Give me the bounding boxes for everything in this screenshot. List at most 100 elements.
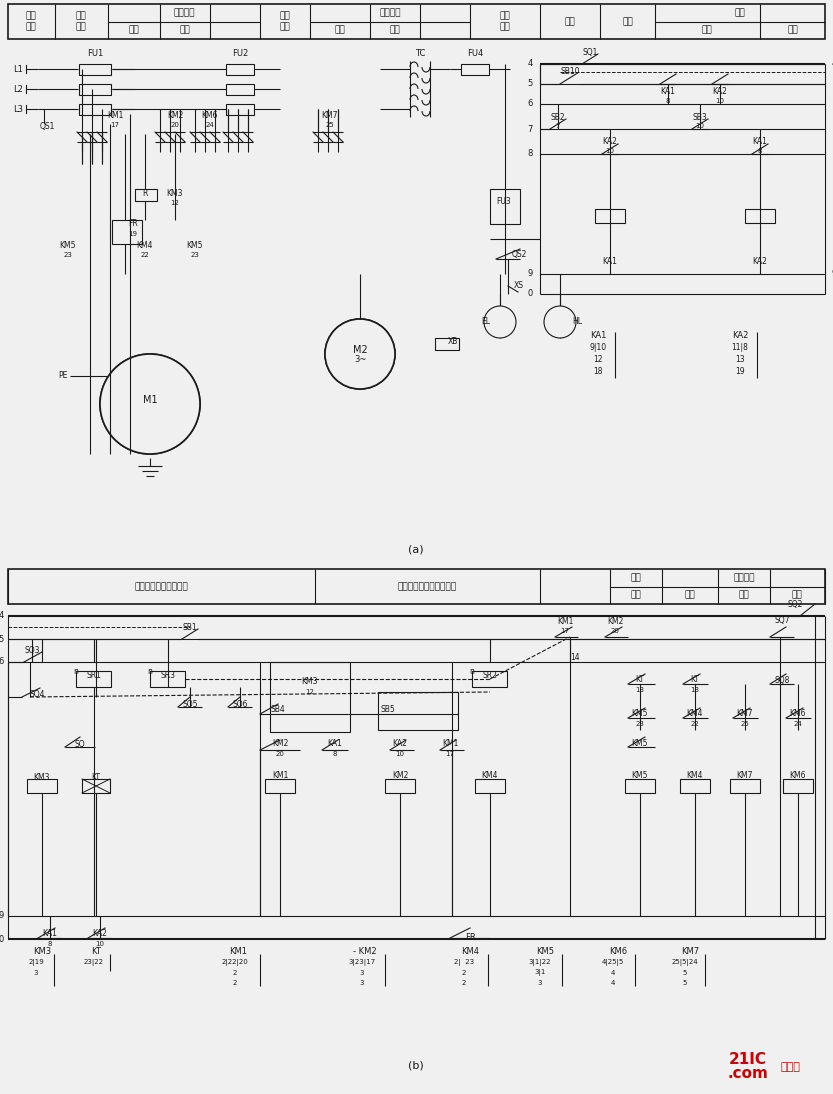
Circle shape: [484, 306, 516, 338]
Text: KM6: KM6: [609, 946, 627, 955]
Text: 10: 10: [696, 123, 705, 129]
Text: 6: 6: [0, 657, 4, 666]
Text: 照明: 照明: [565, 18, 576, 26]
Text: 8: 8: [527, 150, 533, 159]
Text: SQ7: SQ7: [774, 617, 790, 626]
Text: FR: FR: [128, 220, 137, 229]
Text: KA2: KA2: [732, 331, 748, 340]
Text: 高速: 高速: [180, 26, 191, 35]
Text: 22: 22: [141, 252, 149, 258]
Text: 3: 3: [538, 980, 542, 986]
Text: 13: 13: [736, 356, 745, 364]
Text: 10: 10: [396, 750, 405, 757]
Text: KM5: KM5: [60, 242, 77, 251]
Text: 12: 12: [306, 689, 314, 695]
Text: 25: 25: [741, 721, 750, 728]
Text: 5: 5: [832, 80, 833, 89]
Text: KA2: KA2: [752, 257, 767, 267]
Text: 5: 5: [683, 980, 687, 986]
Text: 7: 7: [527, 125, 533, 133]
Text: 2: 2: [232, 980, 237, 986]
Text: 短路
保护: 短路 保护: [280, 12, 291, 32]
Text: KA1: KA1: [42, 930, 57, 939]
Text: XS: XS: [514, 281, 524, 291]
Bar: [378, 693, 458, 730]
Text: FR: FR: [465, 933, 476, 943]
Text: 9: 9: [528, 269, 533, 279]
Text: KM1: KM1: [229, 946, 247, 955]
Text: KM4: KM4: [686, 771, 703, 780]
Text: 17: 17: [561, 628, 570, 635]
Text: 反转: 反转: [788, 26, 798, 35]
Text: L2: L2: [13, 84, 23, 93]
Text: KM3: KM3: [167, 189, 183, 198]
Text: 6: 6: [527, 100, 533, 108]
Bar: [226, 104, 254, 115]
Text: KM1: KM1: [556, 617, 573, 626]
Text: QS2: QS2: [512, 249, 527, 258]
Text: 20: 20: [276, 750, 284, 757]
Text: HL: HL: [572, 317, 582, 326]
Text: 0: 0: [528, 290, 533, 299]
Text: 3~: 3~: [354, 356, 367, 364]
Text: 3|1: 3|1: [534, 969, 546, 977]
Text: KM5: KM5: [631, 740, 648, 748]
Bar: [472, 671, 507, 687]
Text: 2|  23: 2| 23: [454, 959, 474, 966]
Text: XB: XB: [448, 338, 458, 347]
Text: 0: 0: [0, 934, 4, 943]
Text: 21IC: 21IC: [729, 1051, 767, 1067]
Bar: [435, 338, 459, 350]
Text: L1: L1: [13, 65, 23, 73]
Text: 反向: 反向: [791, 591, 802, 600]
Text: KM7: KM7: [736, 710, 753, 719]
Text: KM6: KM6: [202, 112, 218, 120]
Text: 22: 22: [691, 721, 700, 728]
Text: KM4: KM4: [481, 771, 498, 780]
Bar: [226, 83, 254, 94]
Bar: [8, 4, 825, 39]
Text: 23: 23: [636, 721, 645, 728]
Text: 9: 9: [0, 911, 4, 920]
Bar: [490, 189, 520, 224]
Bar: [112, 220, 142, 244]
Text: 2: 2: [232, 970, 237, 976]
Text: 10: 10: [716, 98, 725, 104]
Text: SQ4: SQ4: [30, 689, 46, 698]
Text: 电源
开关: 电源 开关: [26, 12, 37, 32]
Bar: [680, 779, 710, 793]
Text: 3|23|17: 3|23|17: [348, 959, 376, 966]
Text: 正转: 正转: [335, 26, 346, 35]
Text: 8: 8: [47, 941, 52, 947]
Text: 主轴: 主轴: [735, 9, 746, 18]
Text: 10: 10: [96, 941, 104, 947]
Text: (a): (a): [408, 544, 424, 554]
Bar: [595, 209, 625, 223]
Text: SQ5: SQ5: [182, 699, 197, 709]
Bar: [625, 779, 655, 793]
Text: 4: 4: [528, 59, 533, 69]
Text: KA2: KA2: [392, 740, 407, 748]
Text: 反转: 反转: [390, 26, 401, 35]
Text: FU2: FU2: [232, 48, 248, 58]
Text: SB10: SB10: [561, 68, 580, 77]
Bar: [461, 63, 489, 74]
Text: KT: KT: [691, 675, 700, 685]
Text: KM3: KM3: [302, 677, 318, 687]
Bar: [226, 63, 254, 74]
Text: KM5: KM5: [631, 771, 648, 780]
Text: EL: EL: [481, 317, 490, 326]
Bar: [8, 569, 825, 604]
Text: SB2: SB2: [551, 113, 566, 121]
Text: KA1: KA1: [590, 331, 606, 340]
Text: 主轴进给速度变换控制: 主轴进给速度变换控制: [134, 582, 188, 591]
Text: KM5: KM5: [631, 710, 648, 719]
Text: 正向: 正向: [739, 591, 750, 600]
Bar: [745, 209, 775, 223]
Text: 4: 4: [611, 970, 616, 976]
Text: KM2: KM2: [392, 771, 408, 780]
Text: KT: KT: [91, 946, 101, 955]
Text: 5: 5: [528, 80, 533, 89]
Text: 2|22|20: 2|22|20: [222, 959, 248, 966]
Text: FU4: FU4: [466, 48, 483, 58]
